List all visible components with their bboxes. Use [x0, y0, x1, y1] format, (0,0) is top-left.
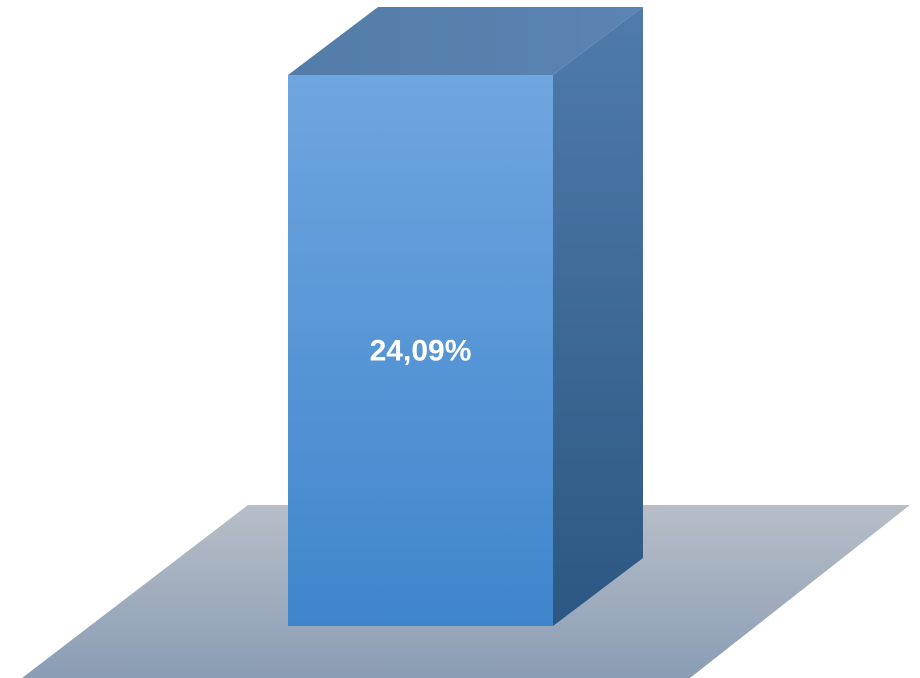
bar-side-face	[553, 7, 643, 626]
bars-group	[288, 7, 643, 626]
data-labels-group: 24,09%	[370, 334, 472, 367]
bar-front-face	[288, 75, 553, 626]
bar-top-face	[288, 7, 643, 75]
bar-data-label: 24,09%	[370, 334, 472, 367]
bar-0	[288, 7, 643, 626]
